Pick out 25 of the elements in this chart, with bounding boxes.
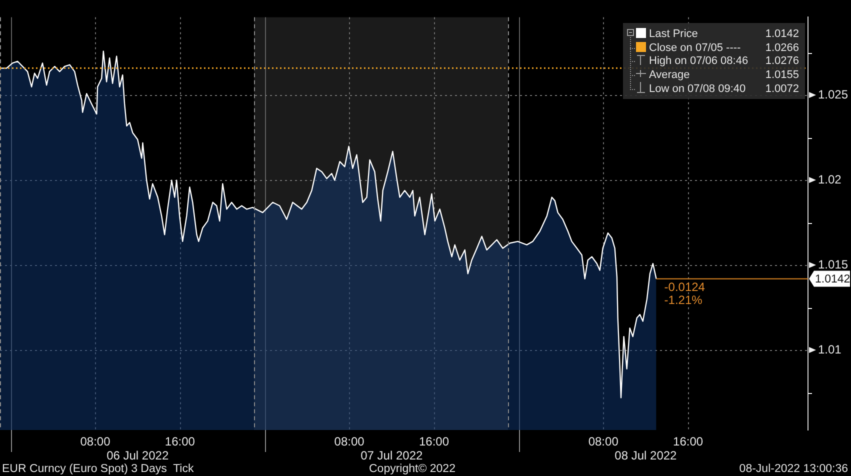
text: High on 07/06 08:46 1.0276 [649, 55, 799, 68]
text: 06 Jul 2022 [106, 448, 169, 462]
text: 07 Jul 2022 [360, 448, 423, 462]
x-tick-label: 16:00 [164, 434, 196, 449]
y-tick-label: 1.02 [818, 172, 842, 187]
y-tick-label: 1.025 [818, 88, 848, 102]
text: Close on 07/05 ---- 1.0266 [649, 42, 799, 54]
text: EUR Curncy (Euro Spot) 3 Days Tick [2, 462, 194, 476]
annotation: 1.0142 [765, 27, 799, 42]
annotation: -0.0124 [664, 280, 706, 294]
y-tick-label: 1.01 [818, 342, 842, 356]
x-tick-label: 16:00 [418, 434, 450, 449]
x-tick-label: 16:00 [673, 434, 704, 449]
text: 08-Jul-2022 13:00:36 [739, 462, 848, 476]
text: 08 Jul 2022 [614, 448, 678, 462]
ref-line-label: 1.0142 [815, 273, 850, 286]
text: Copyright© 2022 [369, 462, 456, 476]
annotation: -1.21% [664, 293, 703, 308]
y-tick-label: 1.015 [818, 258, 848, 272]
text: Average 1.0155 [649, 68, 799, 81]
legend-label: Last Price [649, 28, 698, 40]
x-tick-label: 08:00 [588, 434, 619, 449]
text: Low on 07/08 09:40 1.0072 [649, 82, 799, 95]
x-tick-label: 08:00 [334, 434, 365, 449]
x-tick-label: 08:00 [80, 434, 111, 449]
